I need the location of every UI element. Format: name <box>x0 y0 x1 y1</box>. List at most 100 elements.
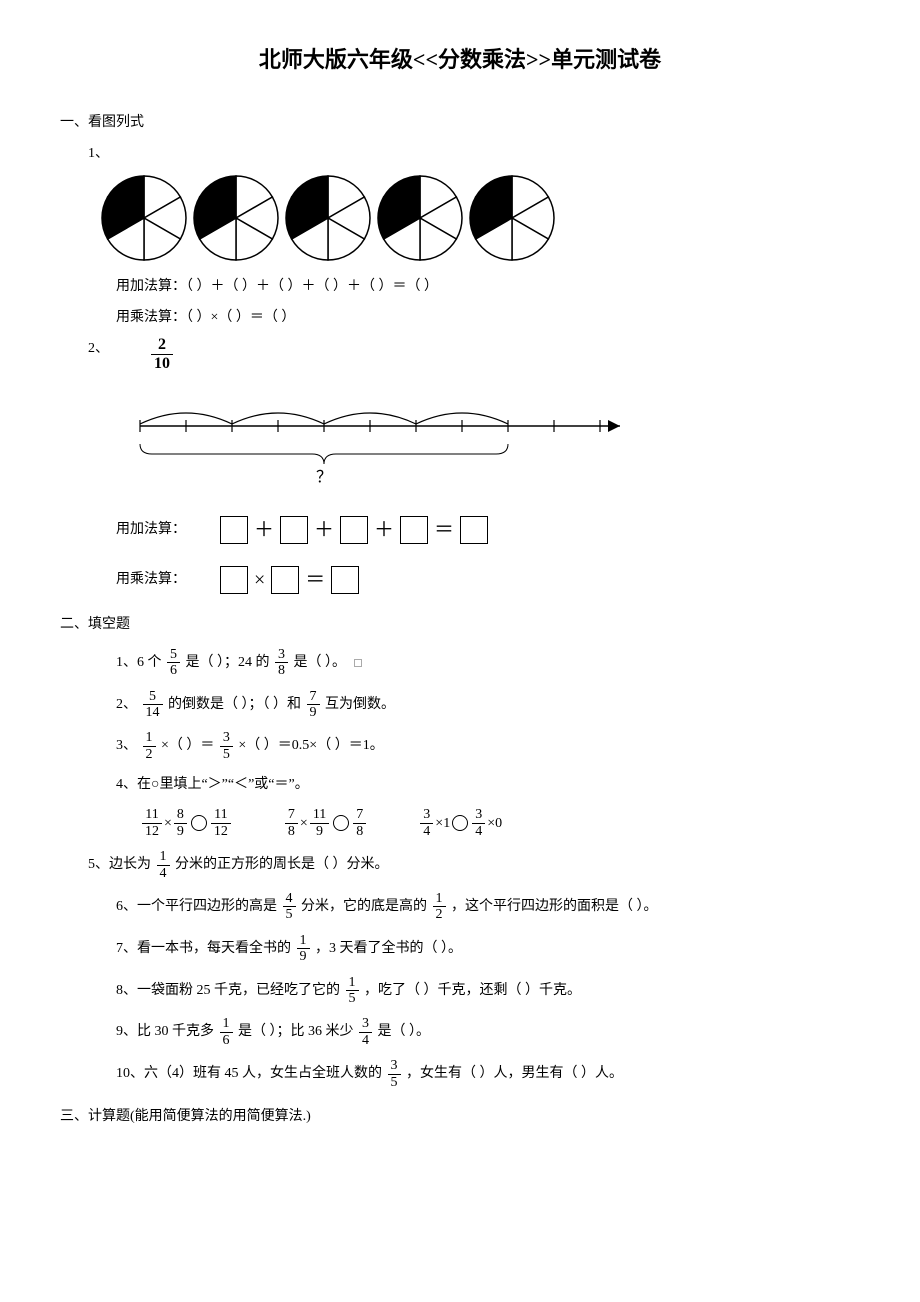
section-2-heading: 二、填空题 <box>60 612 860 637</box>
den: 6 <box>220 1033 233 1048</box>
num: 11 <box>211 807 231 823</box>
fill-1: 1、6 个 56 是（ ）；24 的 38 是（ ）。 <box>60 647 860 679</box>
section-1: 一、看图列式 1、 用加法算：（ ）＋（ ）＋（ ）＋（ ）＋（ ）＝（ ） 用… <box>60 110 860 598</box>
den: 4 <box>359 1033 372 1048</box>
num: 3 <box>472 807 485 823</box>
fill-3: 3、 12 ×（ ）＝ 35 ×（ ）＝0.5×（ ）＝1。 <box>60 730 860 762</box>
fill-5: 5、边长为 14 分米的正方形的周长是（ ）分米。 <box>60 849 860 881</box>
q1-label: 1、 <box>60 141 860 166</box>
section-1-heading: 一、看图列式 <box>60 110 860 135</box>
fraction: 38 <box>275 647 288 679</box>
num: 11 <box>310 807 329 823</box>
blank-box <box>271 566 299 594</box>
fraction: 16 <box>220 1016 233 1048</box>
num: 5 <box>143 689 163 705</box>
text: ×（ ）＝ <box>161 739 214 754</box>
svg-text:？: ？ <box>316 469 332 486</box>
fraction: 78 <box>353 807 366 839</box>
fraction: 35 <box>388 1058 401 1090</box>
fraction: 514 <box>143 689 163 721</box>
fraction: 34 <box>420 807 433 839</box>
den: 6 <box>167 663 180 678</box>
num: 3 <box>359 1016 372 1032</box>
text: 10、六（4）班有 45 人，女生占全班人数的 <box>116 1066 382 1081</box>
text: 互为倒数。 <box>325 697 395 712</box>
q1-mul-label: 用乘法算： <box>116 310 186 325</box>
q2-add-row: 用加法算： ＋ ＋ ＋ ＝ <box>60 512 860 548</box>
fraction: 78 <box>285 807 298 839</box>
q2-mul-label: 用乘法算： <box>116 567 186 592</box>
num: 4 <box>283 891 296 907</box>
num: 3 <box>275 647 288 663</box>
text: 9、比 30 千克多 <box>116 1024 214 1039</box>
den: 8 <box>275 663 288 678</box>
marker-icon <box>354 659 362 667</box>
compare-3: 34 ×1 34 ×0 <box>418 807 502 839</box>
text: 分米的正方形的周长是（ ）分米。 <box>175 857 389 872</box>
den: 9 <box>307 705 320 720</box>
fill-8: 8、一袋面粉 25 千克，已经吃了它的 15 ，吃了（ ）千克，还剩（ ）千克。 <box>60 975 860 1007</box>
fraction: 14 <box>157 849 170 881</box>
blank-box <box>280 516 308 544</box>
pie-icon <box>100 174 188 262</box>
den: 9 <box>297 949 310 964</box>
text: 是（ ）。 <box>378 1024 431 1039</box>
section-3: 三、计算题(能用简便算法的用简便算法.) <box>60 1104 860 1129</box>
num: 8 <box>174 807 187 823</box>
text: 5、边长为 <box>88 857 151 872</box>
text: 2、 <box>116 697 137 712</box>
q2-header: 2、 2 10 <box>60 336 860 372</box>
fraction: 12 <box>143 730 156 762</box>
number-line: ？ <box>60 381 860 500</box>
num: 1 <box>143 730 156 746</box>
equals-sign: ＝ <box>303 562 327 598</box>
text: ，吃了（ ）千克，还剩（ ）千克。 <box>364 983 581 998</box>
den: 12 <box>211 824 231 839</box>
den: 12 <box>142 824 162 839</box>
num: 3 <box>388 1058 401 1074</box>
times-sign: × <box>164 811 172 836</box>
num: 7 <box>353 807 366 823</box>
fraction: 45 <box>283 891 296 923</box>
num: 1 <box>220 1016 233 1032</box>
num: 11 <box>142 807 162 823</box>
blank-box <box>220 516 248 544</box>
circle-blank <box>191 815 207 831</box>
num: 1 <box>157 849 170 865</box>
fill-10: 10、六（4）班有 45 人，女生占全班人数的 35 ，女生有（ ）人，男生有（… <box>60 1058 860 1090</box>
text: ，3 天看了全书的（ ）。 <box>315 941 462 956</box>
q2-mul-row: 用乘法算： × ＝ <box>60 562 860 598</box>
fill-2: 2、 514 的倒数是（ ）；（ ）和 79 互为倒数。 <box>60 689 860 721</box>
fill-7: 7、看一本书，每天看全书的 19 ，3 天看了全书的（ ）。 <box>60 933 860 965</box>
text: 8、一袋面粉 25 千克，已经吃了它的 <box>116 983 340 998</box>
blank-box <box>400 516 428 544</box>
pie-row <box>60 174 860 262</box>
text: 是（ ）。 <box>294 655 347 670</box>
fraction: 19 <box>297 933 310 965</box>
times-sign: × <box>300 811 308 836</box>
den: 2 <box>433 907 446 922</box>
compare-1: 1112 × 89 1112 <box>140 807 233 839</box>
num: 7 <box>307 689 320 705</box>
q2-add-label: 用加法算： <box>116 517 186 542</box>
den: 5 <box>388 1075 401 1090</box>
circle-blank <box>333 815 349 831</box>
blank-box <box>340 516 368 544</box>
den: 8 <box>285 824 298 839</box>
fill-6: 6、一个平行四边形的高是 45 分米，它的底是高的 12 ，这个平行四边形的面积… <box>60 891 860 923</box>
num: 3 <box>220 730 233 746</box>
fraction: 34 <box>472 807 485 839</box>
compare-2: 78 × 119 78 <box>283 807 368 839</box>
q2-label: 2、 <box>88 336 109 361</box>
num: 3 <box>420 807 433 823</box>
pie-icon <box>192 174 280 262</box>
text: ×0 <box>487 811 502 836</box>
plus-sign: ＋ <box>252 512 276 548</box>
compare-row: 1112 × 89 1112 78 × 119 78 34 ×1 34 ×0 <box>84 807 860 839</box>
text: 的倒数是（ ）；（ ）和 <box>168 697 301 712</box>
text: 分米，它的底是高的 <box>301 899 427 914</box>
den: 9 <box>310 824 329 839</box>
text: ×（ ）＝0.5×（ ）＝1。 <box>238 739 383 754</box>
fraction: 34 <box>359 1016 372 1048</box>
section-2: 二、填空题 1、6 个 56 是（ ）；24 的 38 是（ ）。 2、 514… <box>60 612 860 1090</box>
